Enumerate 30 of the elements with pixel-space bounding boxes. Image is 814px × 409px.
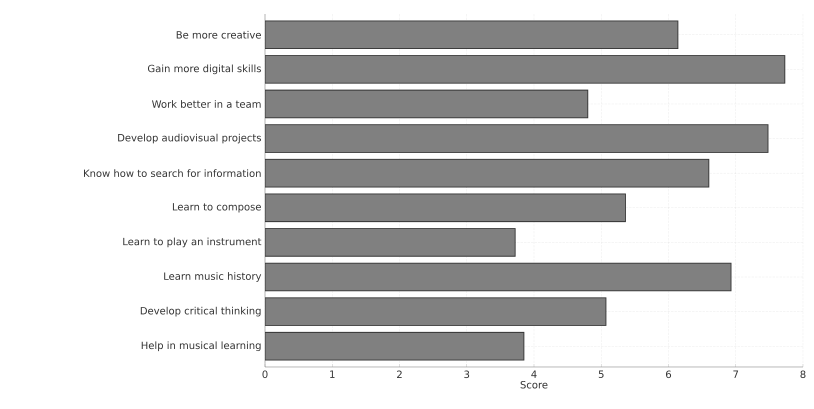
- x-axis-title: Score: [520, 380, 548, 389]
- x-tick-label: 6: [666, 370, 672, 378]
- y-tick-label: Learn music history: [164, 272, 262, 282]
- x-tick-label: 7: [733, 370, 738, 378]
- bar: [265, 20, 678, 50]
- y-tick-label: Work better in a team: [152, 100, 261, 108]
- x-tick-label: 1: [330, 370, 335, 378]
- bar: [265, 55, 786, 84]
- y-tick-label: Develop audiovisual projects: [118, 134, 262, 144]
- bar: [265, 297, 606, 326]
- x-tick-label: 3: [464, 370, 470, 378]
- y-tick-label: Help in musical learning: [142, 341, 261, 352]
- y-tick-label: Learn to compose: [172, 203, 261, 212]
- bar: [265, 124, 768, 153]
- bar: [265, 194, 626, 222]
- y-tick-label: Gain more digital skills: [148, 64, 261, 74]
- y-tick-label: Be more creative: [176, 30, 261, 39]
- y-tick-label: Develop critical thinking: [140, 306, 261, 316]
- x-tick-label: 4: [531, 370, 537, 378]
- y-tick-label: Know how to search for information: [84, 169, 261, 178]
- bar: [265, 262, 732, 292]
- bar: [265, 332, 524, 361]
- x-tick-label: 8: [800, 370, 806, 378]
- x-tick-label: 5: [598, 370, 604, 378]
- bar: [265, 90, 588, 118]
- x-tick-label: 2: [397, 370, 402, 378]
- bar: [265, 228, 516, 257]
- bar: [265, 158, 710, 188]
- y-tick-label: Learn to play an instrument: [123, 238, 262, 248]
- x-tick-label: 0: [262, 370, 268, 378]
